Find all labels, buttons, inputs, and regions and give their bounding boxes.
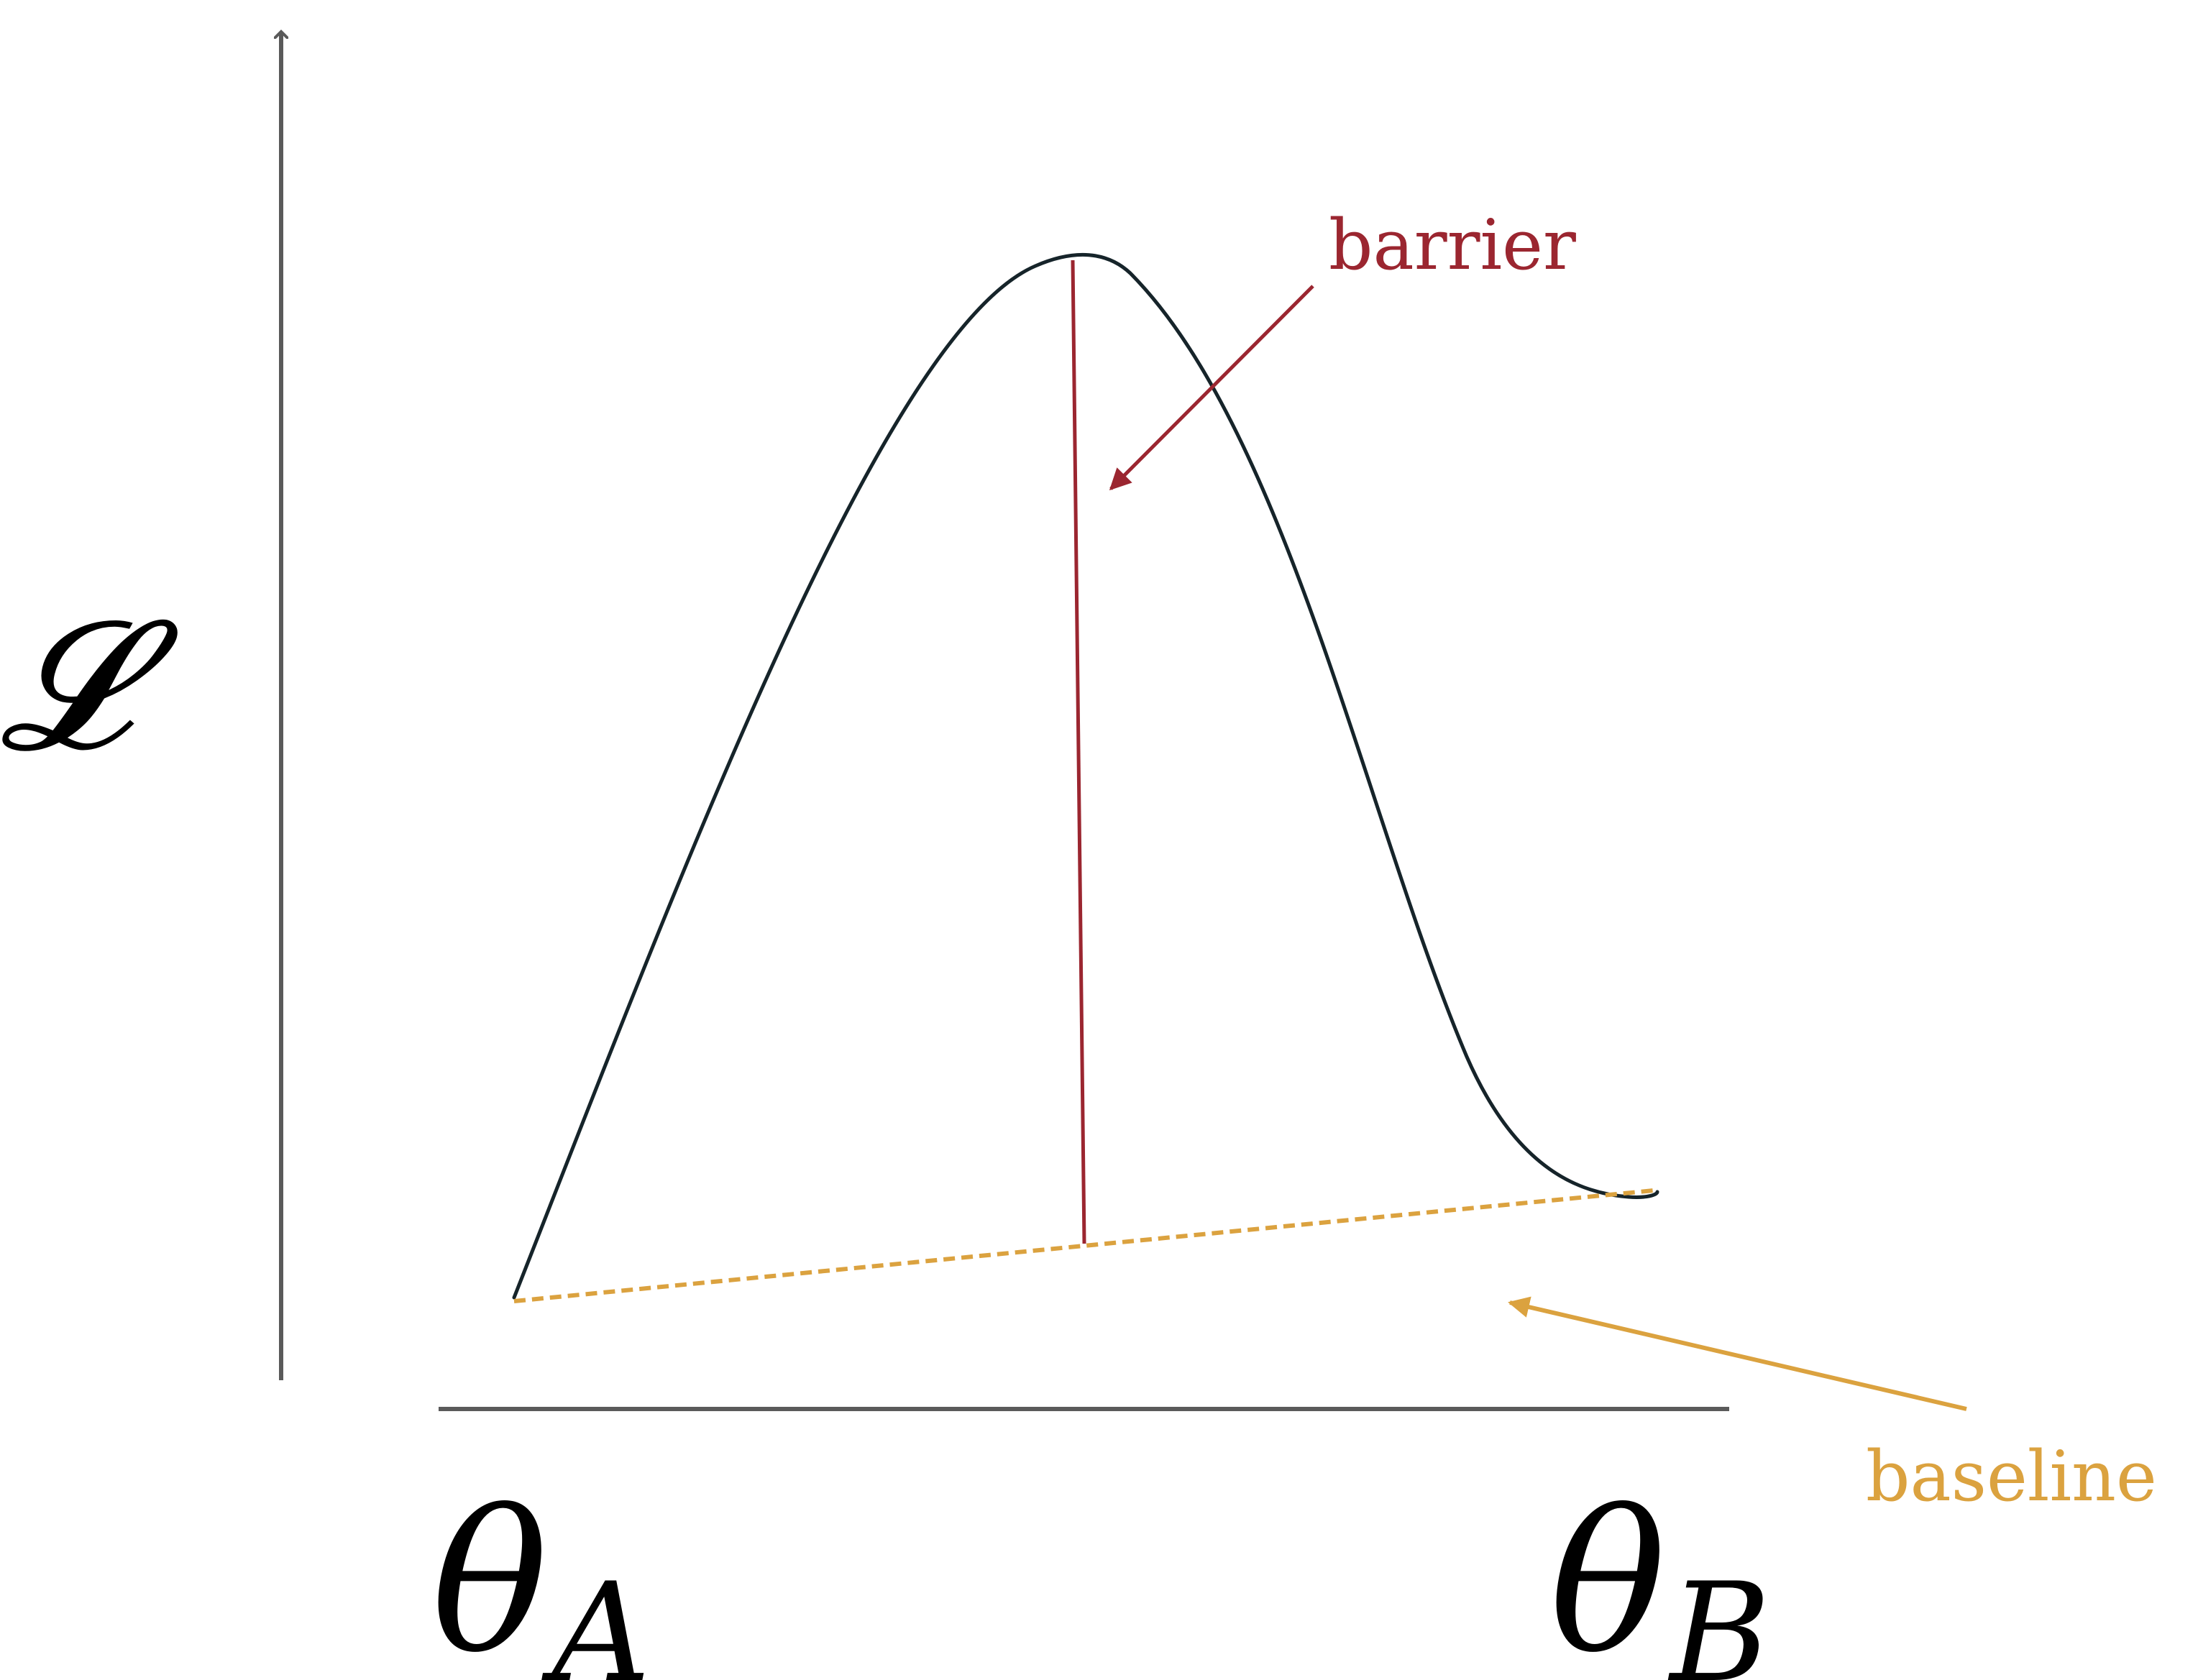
- barrier-arrow: [1109, 285, 1314, 491]
- theta-b-label: θ B: [1549, 1469, 1770, 1680]
- loss-curve: [512, 252, 1659, 1300]
- theta-b-subscript: B: [1668, 1553, 1771, 1680]
- theta-a-subscript: A: [541, 1553, 651, 1680]
- baseline-label: baseline: [1866, 1436, 2157, 1517]
- baseline-arrow: [1508, 1296, 1967, 1411]
- theta-a-symbol: θ: [431, 1469, 549, 1680]
- y-axis-label: 𝓛: [0, 581, 180, 790]
- barrier-line: [1071, 260, 1086, 1244]
- theta-a-label: θ A: [431, 1469, 651, 1680]
- baseline-line: [513, 1188, 1654, 1303]
- barrier-label: barrier: [1329, 205, 1576, 285]
- theta-b-symbol: θ: [1549, 1469, 1667, 1680]
